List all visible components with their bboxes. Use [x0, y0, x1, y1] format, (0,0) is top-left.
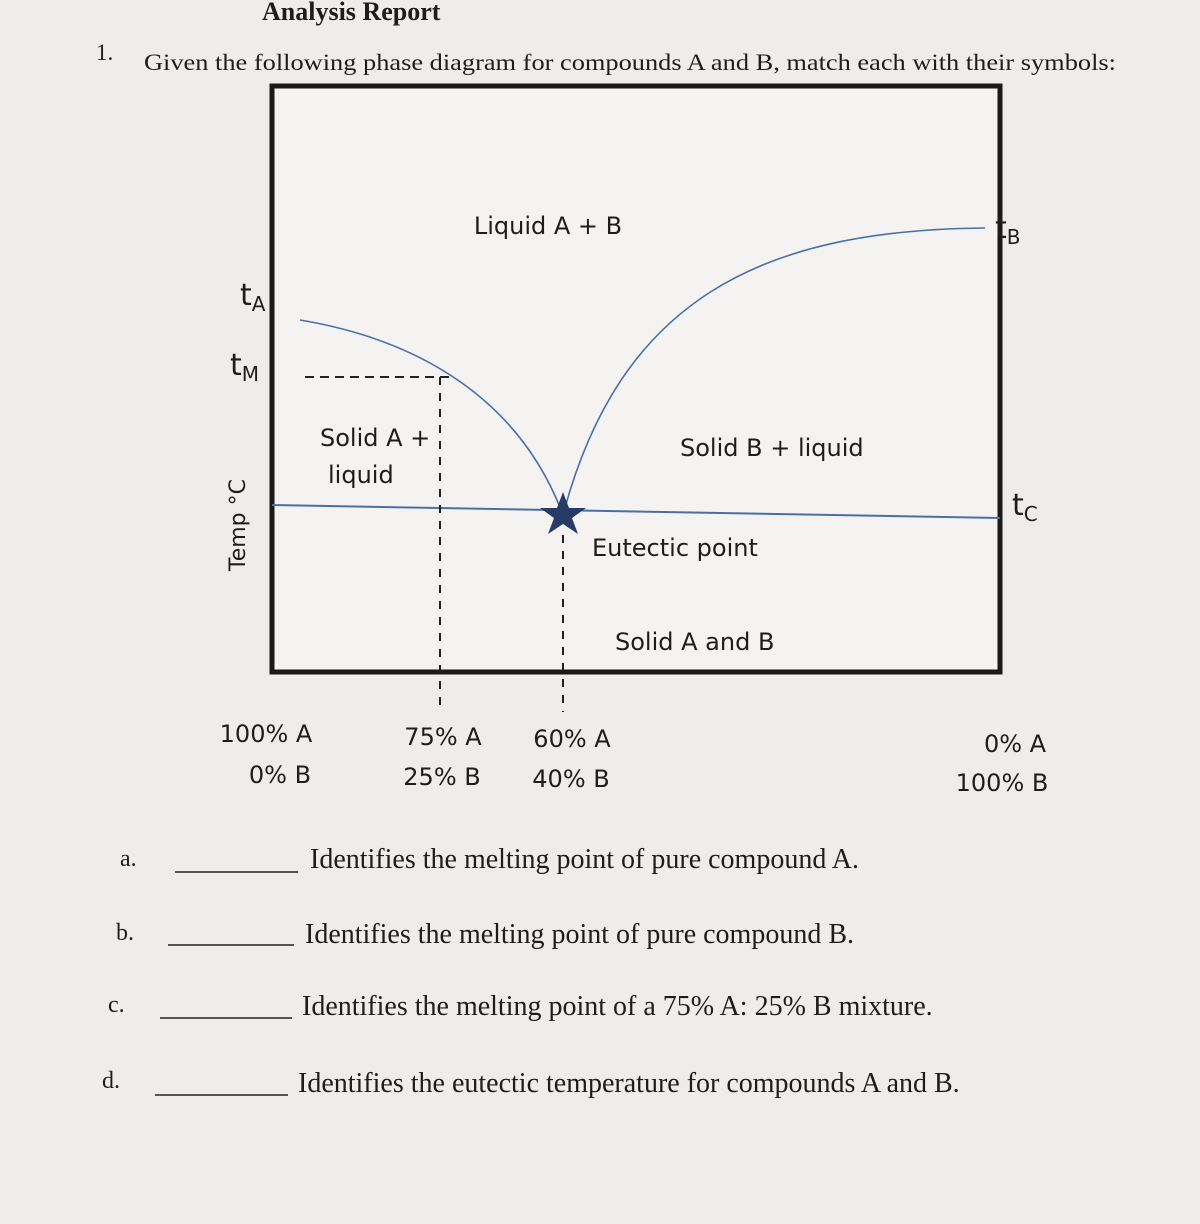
symbol-base: t — [240, 278, 252, 313]
y-axis-label: Temp °C — [226, 479, 251, 572]
symbol: tB — [995, 211, 1021, 249]
symbol-sub: A — [252, 292, 266, 316]
symbol: tM — [230, 348, 259, 386]
eutectic-line — [271, 504, 1001, 519]
region-solid-a: liquid — [328, 461, 394, 489]
item-letter: b. — [116, 920, 134, 946]
symbol-sub: B — [1007, 225, 1021, 249]
composition-a: 100% A — [220, 720, 313, 748]
curve-b — [562, 227, 986, 516]
symbol: tC — [1012, 488, 1038, 526]
question-number: 1. — [96, 40, 113, 65]
symbol: tA — [240, 278, 266, 316]
symbol-sub: M — [242, 362, 259, 386]
region-liquid: Liquid A + B — [474, 212, 622, 240]
curve-a — [299, 319, 564, 516]
item-text: Identifies the eutectic temperature for … — [298, 1068, 960, 1099]
composition-a: 0% A — [984, 730, 1047, 758]
region-solid: Solid A and B — [615, 628, 774, 656]
item-letter: d. — [102, 1068, 120, 1094]
item-text: Identifies the melting point of pure com… — [310, 844, 859, 875]
composition-b: 0% B — [249, 761, 311, 789]
composition-a: 60% A — [533, 725, 611, 753]
composition-b: 40% B — [532, 765, 609, 793]
item-text: Identifies the melting point of a 75% A:… — [302, 991, 933, 1022]
region-solid-a: Solid A + — [320, 424, 430, 452]
item-text: Identifies the melting point of pure com… — [305, 919, 854, 950]
composition-b: 25% B — [403, 763, 480, 791]
region-solid-b: Solid B + liquid — [680, 434, 864, 462]
symbol-base: t — [1012, 488, 1024, 523]
diagram-frame — [269, 83, 1003, 675]
item-letter: a. — [120, 846, 137, 872]
composition-b: 100% B — [956, 769, 1049, 797]
composition-a: 75% A — [404, 723, 482, 751]
symbol-base: t — [995, 211, 1007, 246]
symbol-base: t — [230, 348, 242, 383]
eutectic-label: Eutectic point — [592, 534, 758, 562]
question-text: Given the following phase diagram for co… — [144, 50, 1116, 75]
report-title: Analysis Report — [262, 0, 441, 26]
eutectic-star — [540, 492, 586, 534]
symbol-sub: C — [1024, 502, 1038, 526]
item-letter: c. — [108, 992, 125, 1018]
